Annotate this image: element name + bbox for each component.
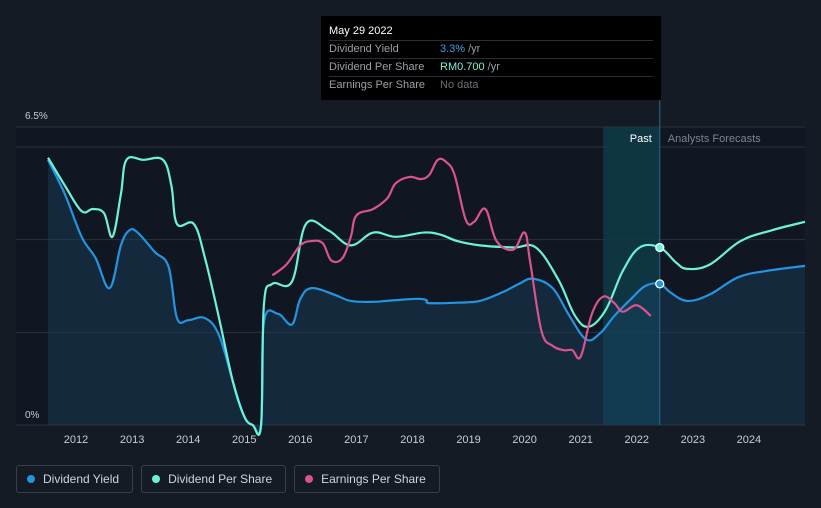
tooltip-label: Dividend Yield: [329, 43, 399, 55]
analysts-forecasts-label: Analysts Forecasts: [668, 133, 761, 145]
x-tick-label: 2019: [456, 434, 480, 446]
y-axis-top-label: 6.5%: [25, 111, 48, 122]
legend-dot: [305, 475, 314, 483]
x-tick-label: 2022: [625, 434, 649, 446]
legend-dot: [152, 475, 161, 483]
x-tick-label: 2015: [232, 434, 256, 446]
y-axis-bottom-label: 0%: [25, 410, 40, 421]
past-forecast-band: [603, 127, 660, 425]
legend: Dividend Yield Dividend Per Share Earnin…: [16, 465, 440, 493]
x-axis-ticks: 2012 2013 2014 2015 2016 2017 2018 2019 2020 2021…: [64, 434, 761, 446]
x-tick-label: 2018: [400, 434, 424, 446]
dividend-yield-area: [48, 159, 805, 434]
legend-label: Dividend Per Share: [168, 472, 273, 486]
tooltip-label: Dividend Per Share: [329, 61, 425, 73]
tooltip-date: May 29 2022: [329, 22, 653, 41]
legend-item-dividend-per-share[interactable]: Dividend Per Share: [141, 465, 287, 493]
tooltip-row-dividend-yield: Dividend Yield 3.3% /yr: [329, 41, 653, 59]
past-label: Past: [630, 133, 652, 145]
dividend-per-share-line: [47, 156, 806, 436]
tooltip: May 29 2022 Dividend Yield 3.3% /yr Divi…: [321, 16, 661, 100]
tooltip-value: RM0.700: [440, 61, 485, 73]
x-tick-label: 2016: [288, 434, 312, 446]
tooltip-unit: /yr: [468, 43, 481, 55]
tooltip-value: No data: [440, 79, 479, 91]
series-layer: [47, 156, 806, 436]
tooltip-row-dividend-per-share: Dividend Per Share RM0.700 /yr: [329, 59, 653, 77]
tooltip-value: 3.3%: [440, 43, 466, 55]
x-tick-label: 2012: [64, 434, 88, 446]
x-tick-label: 2020: [512, 434, 536, 446]
dividend-per-share-marker: [655, 242, 665, 253]
x-tick-label: 2021: [568, 434, 592, 446]
tooltip-markers: [655, 242, 665, 289]
tooltip-label: Earnings Per Share: [329, 79, 425, 91]
legend-label: Earnings Per Share: [321, 472, 426, 486]
legend-label: Dividend Yield: [43, 472, 120, 486]
x-tick-label: 2024: [737, 434, 761, 446]
x-tick-label: 2014: [176, 434, 200, 446]
dividend-yield-marker: [655, 279, 665, 289]
legend-item-dividend-yield[interactable]: Dividend Yield: [16, 465, 134, 493]
x-tick-label: 2017: [344, 434, 368, 446]
x-tick-label: 2013: [120, 434, 144, 446]
x-tick-label: 2023: [681, 434, 705, 446]
legend-dot: [27, 475, 35, 483]
legend-item-earnings-per-share[interactable]: Earnings Per Share: [294, 465, 440, 493]
earnings-per-share-line: [271, 157, 652, 360]
tooltip-unit: /yr: [487, 61, 500, 73]
gridlines: [16, 126, 805, 426]
tooltip-row-earnings-per-share: Earnings Per Share No data: [329, 77, 653, 94]
dividend-yield-line: [47, 159, 806, 435]
